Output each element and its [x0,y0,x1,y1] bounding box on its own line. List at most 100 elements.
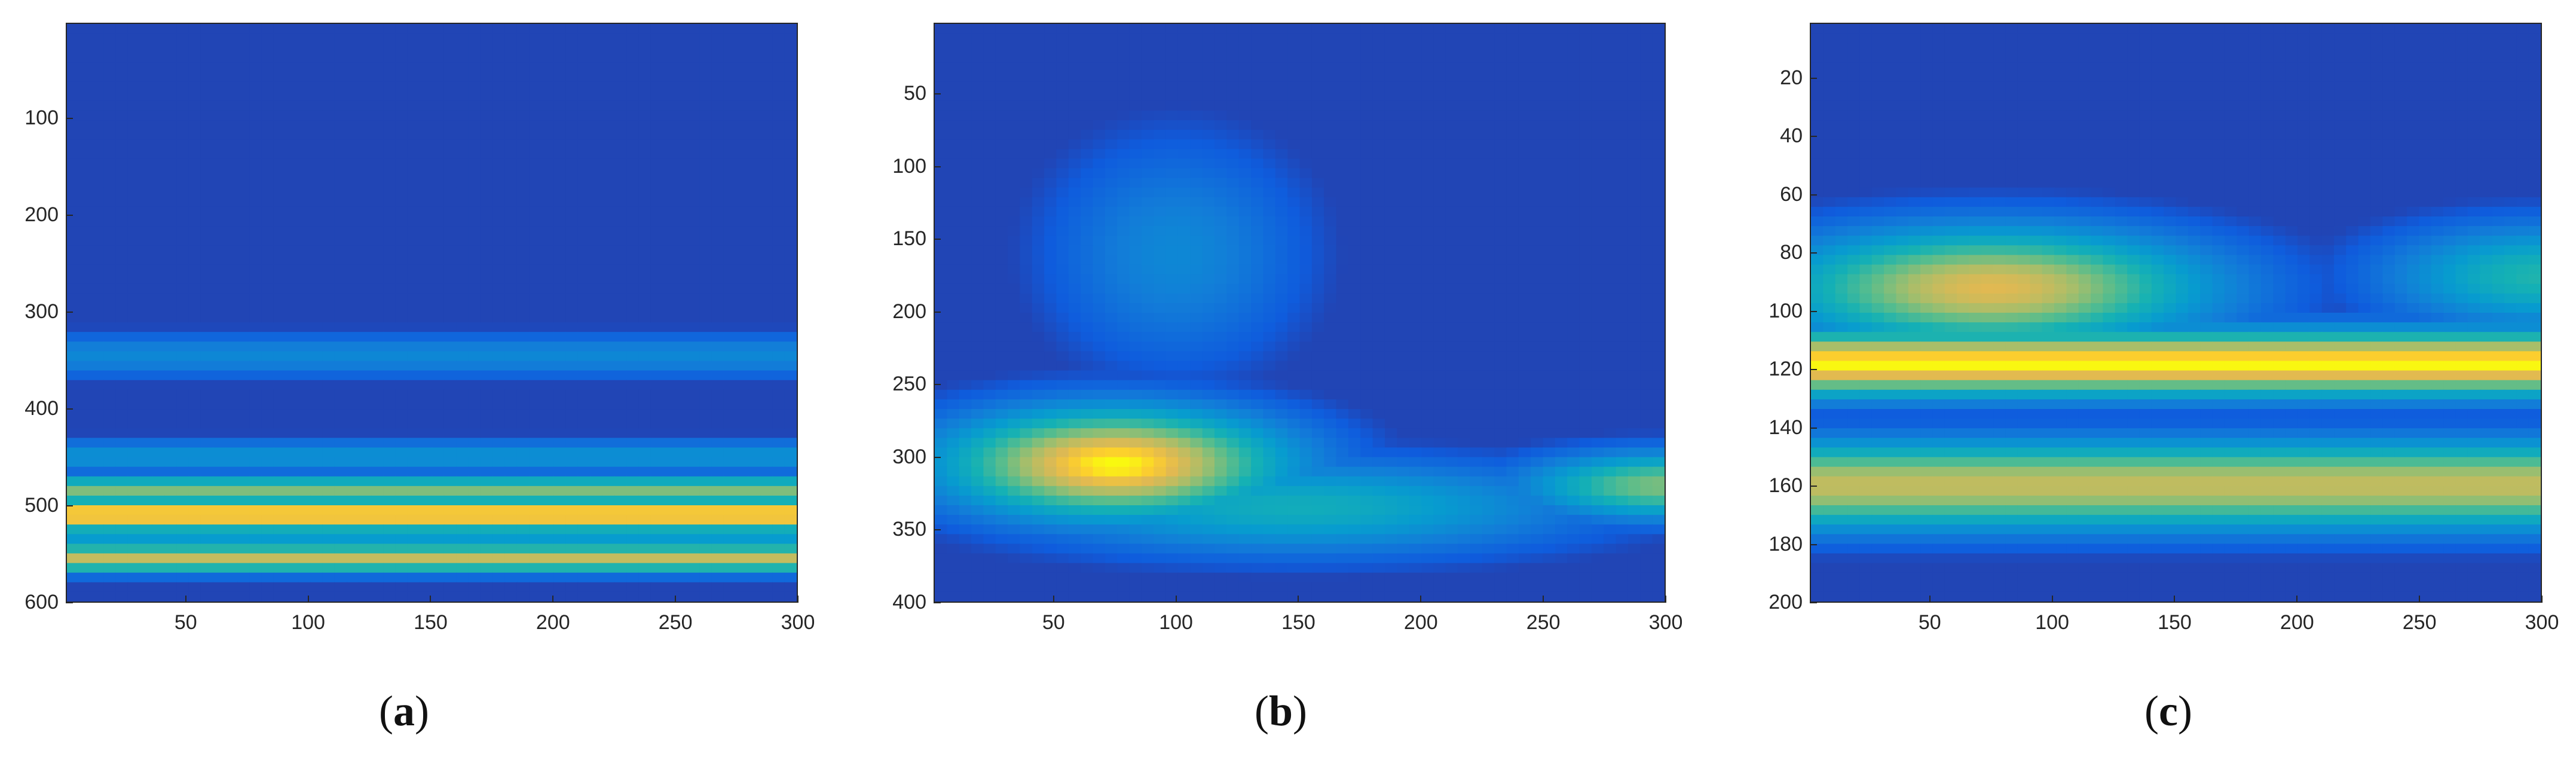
heatmap-cell [553,149,566,160]
heatmap-cell [347,168,359,179]
heatmap-cell [103,322,117,332]
heatmap-cell [687,197,700,207]
heatmap-cell [687,43,700,53]
heatmap-cell [237,389,250,400]
heatmap-cell [249,33,262,44]
heatmap-cell [213,486,226,496]
heatmap-cell [1336,236,1349,246]
heatmap-cell [1360,149,1373,160]
heatmap-cell [736,178,749,188]
heatmap-cell [492,197,506,207]
heatmap-cell [1482,100,1495,111]
heatmap-cell [516,466,530,477]
heatmap-cell [1324,24,1337,34]
heatmap-cell [1567,168,1580,179]
heatmap-cell [91,380,104,390]
heatmap-cell [602,43,615,53]
heatmap-cell [237,81,250,92]
heatmap-cell [1190,91,1203,102]
heatmap-cell [687,226,700,236]
heatmap-cell [1165,168,1179,179]
heatmap-cell [1384,197,1397,207]
heatmap-cell [687,120,700,130]
heatmap-cell [614,293,627,304]
heatmap-cell [1177,158,1191,169]
heatmap-cell [1141,206,1154,217]
heatmap-cell [1409,24,1422,34]
heatmap-cell [456,457,469,468]
heatmap-cell [687,332,700,342]
heatmap-cell [959,91,972,102]
heatmap-cell [468,53,481,63]
heatmap-cell [1177,149,1191,160]
heatmap-cell [468,293,481,304]
heatmap-cell [176,149,189,160]
heatmap-cell [407,505,420,515]
heatmap-cell [1372,226,1385,236]
heatmap-cell [1202,197,1215,207]
heatmap-cell [273,563,286,573]
heatmap-cell [541,81,554,92]
heatmap-cell [1433,24,1446,34]
heatmap-cell [541,168,554,179]
heatmap-cell [443,139,457,149]
heatmap-cell [1154,216,1167,227]
heatmap-cell [736,293,749,304]
heatmap-cell [1141,72,1154,83]
heatmap-cell [1141,149,1154,160]
heatmap-cell [614,332,627,342]
heatmap-cell [1433,53,1446,63]
heatmap-cell [213,409,226,419]
heatmap-cell [225,428,238,438]
heatmap-cell [347,274,359,285]
heatmap-cell [748,341,761,352]
heatmap-cell [334,72,347,83]
heatmap-cell [614,572,627,583]
heatmap-cell [1214,100,1227,111]
heatmap-cell [371,53,384,63]
heatmap-cell [1652,110,1665,121]
heatmap-cell [79,149,92,160]
heatmap-cell [310,43,323,53]
heatmap-cell [516,409,530,419]
heatmap-cell [225,399,238,410]
heatmap-cell [383,81,396,92]
heatmap-cell [225,361,238,371]
heatmap-cell [760,264,773,275]
heatmap-cell [1068,72,1081,83]
heatmap-cell [504,495,518,506]
heatmap-cell [626,428,640,438]
heatmap-cell [420,283,433,294]
heatmap-cell [273,100,286,111]
heatmap-cell [1117,33,1130,44]
heatmap-cell [1177,62,1191,73]
heatmap-cell [1372,62,1385,73]
heatmap-cell [492,245,506,255]
heatmap-cell [443,53,457,63]
heatmap-cell [103,505,117,515]
heatmap-cell [1555,33,1568,44]
heatmap-cell [492,72,506,83]
heatmap-cell [602,524,615,535]
heatmap-cell [91,591,104,602]
heatmap-cell [1627,178,1641,188]
heatmap-cell [748,293,761,304]
heatmap-cell [784,524,797,535]
heatmap-cell [1567,216,1580,227]
heatmap-cell [699,322,712,332]
heatmap-cell [995,53,1008,63]
heatmap-cell [553,43,566,53]
heatmap-cell [468,264,481,275]
heatmap-cell [213,216,226,227]
heatmap-cell [1020,72,1033,83]
heatmap-cell [164,130,177,140]
heatmap-cell [480,206,493,217]
heatmap-cell [1324,130,1337,140]
heatmap-cell [286,43,299,53]
heatmap-cell [213,505,226,515]
heatmap-cell [723,438,736,448]
heatmap-cell [492,322,506,332]
heatmap-cell [1263,100,1276,111]
heatmap-cell [188,168,201,179]
heatmap-cell [1129,197,1142,207]
